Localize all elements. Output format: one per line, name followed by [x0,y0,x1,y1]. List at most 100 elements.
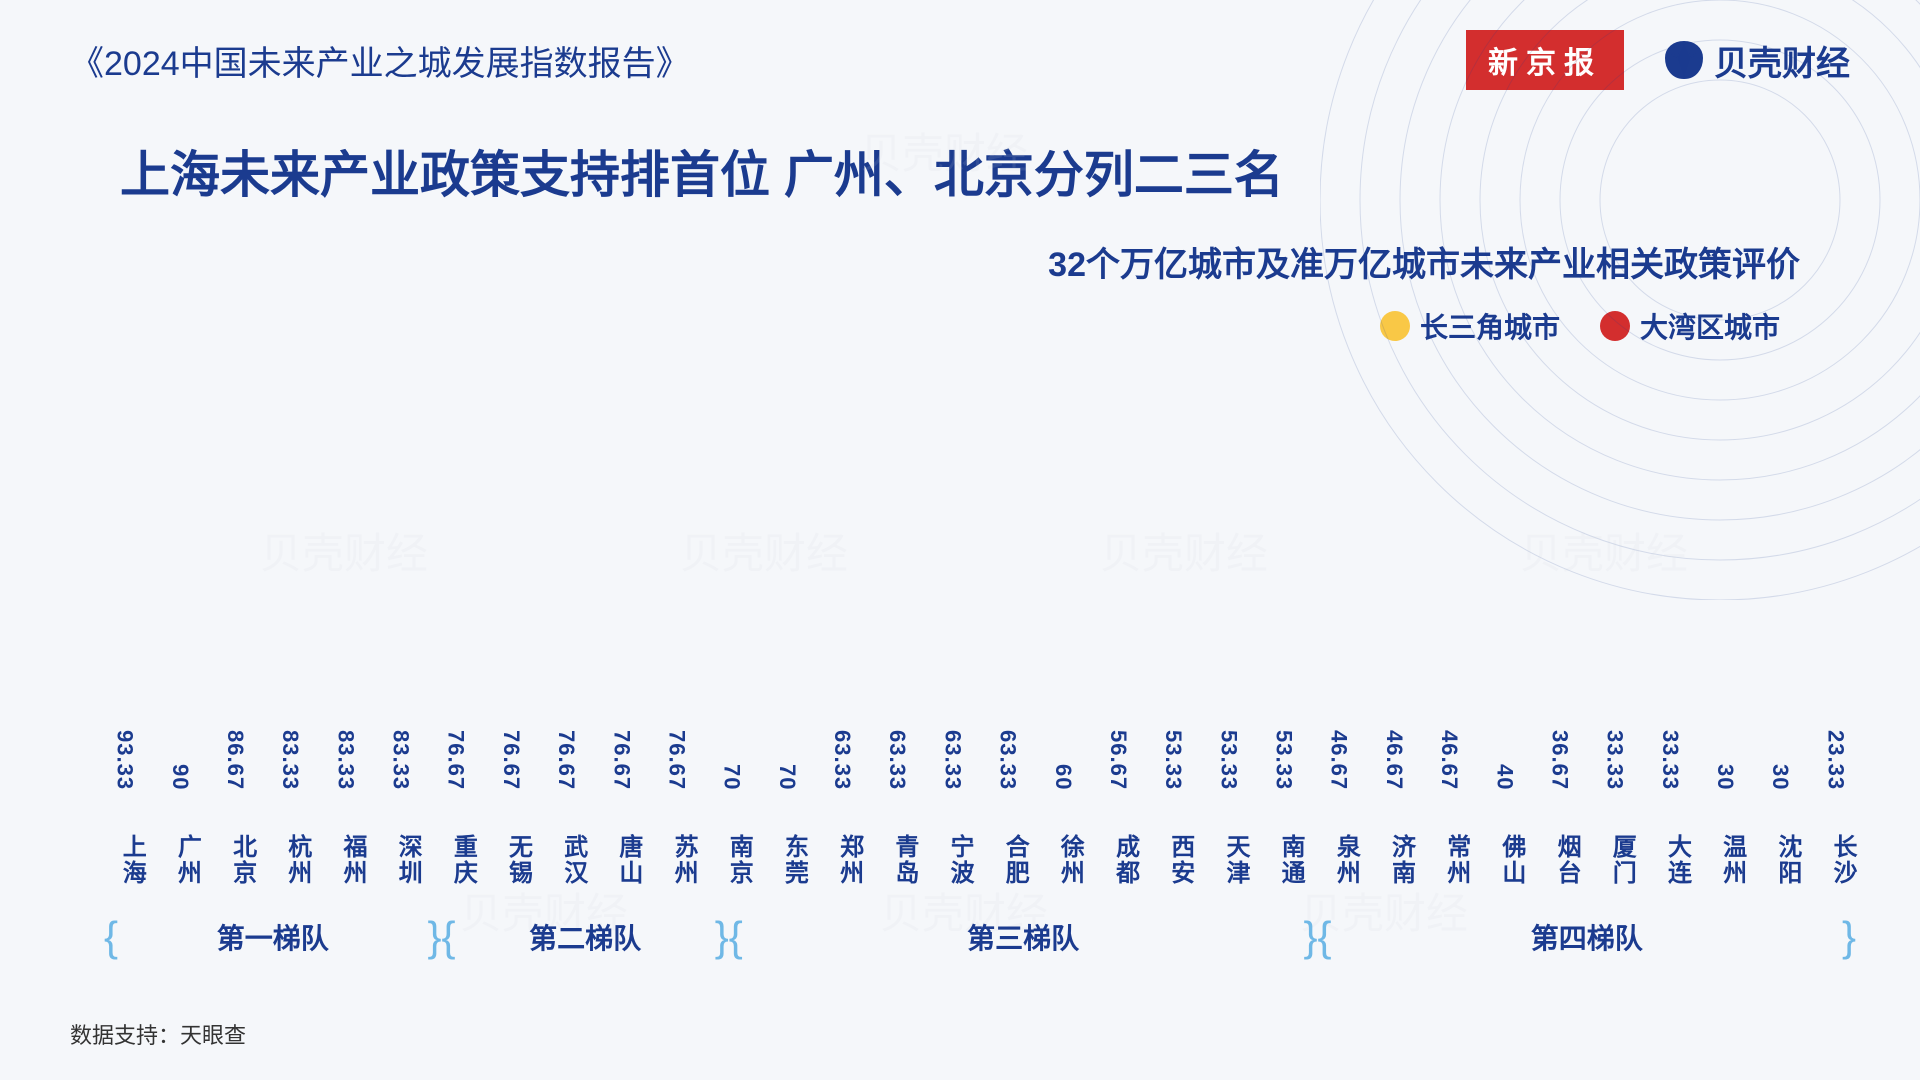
brace-open-icon: { [100,913,122,961]
tier-brackets: {第一梯队}{第二梯队}{第三梯队}{第四梯队} [100,913,1860,961]
bar-value: 76.67 [553,730,579,790]
city-label: 上海 [100,834,149,886]
city-label: 厦门 [1590,834,1639,886]
bar-column: 70 [707,764,756,796]
bar-value: 63.33 [884,730,910,790]
city-label: 重庆 [431,834,480,886]
city-label: 佛山 [1480,834,1529,886]
legend: 长三角城市大湾区城市 [0,306,1780,346]
brace-pair-icon: }{ [423,913,459,961]
bar-value: 76.67 [663,730,689,790]
city-label: 深圳 [376,834,425,886]
tier-segment: 第二梯队 [460,917,711,957]
city-label: 泉州 [1314,834,1363,886]
bar-value: 76.67 [443,730,469,790]
bar-column: 60 [1038,764,1087,796]
bar-value: 30 [1712,764,1738,790]
bar-value: 33.33 [1602,730,1628,790]
city-label: 大连 [1645,834,1694,886]
shell-icon [1664,40,1704,80]
bar-value: 93.33 [112,730,138,790]
bar-column: 76.67 [486,730,535,796]
bar-column: 46.67 [1369,730,1418,796]
bar-column: 63.33 [928,730,977,796]
city-label: 南京 [707,834,756,886]
bar-value: 46.67 [1326,730,1352,790]
city-label: 温州 [1700,834,1749,886]
bar-column: 40 [1480,764,1529,796]
city-label: 杭州 [266,834,315,886]
brace-pair-icon: }{ [711,913,747,961]
tier-label: 第四梯队 [1531,917,1643,957]
bar-value: 36.67 [1546,730,1572,790]
bar-value: 63.33 [829,730,855,790]
bar-value: 63.33 [939,730,965,790]
bar-value: 60 [1050,764,1076,790]
logo-xinjingbao: 新京报 [1466,30,1624,90]
tier-segment: 第一梯队 [122,917,423,957]
report-title: 《2024中国未来产业之城发展指数报告》 [70,36,690,85]
city-label: 广州 [155,834,204,886]
bar-value: 46.67 [1381,730,1407,790]
city-label: 无锡 [486,834,535,886]
bar-value: 76.67 [498,730,524,790]
chart-title: 上海未来产业政策支持排首位 广州、北京分列二三名 [120,135,1920,207]
bar-column: 53.33 [1149,730,1198,796]
bar-column: 33.33 [1645,730,1694,796]
brace-close-icon: } [1838,913,1860,961]
bar-column: 56.67 [1093,730,1142,796]
bar-value: 40 [1491,764,1517,790]
bar-chart: 93.339086.6783.3383.3383.3376.6776.6776.… [100,356,1860,916]
city-label: 福州 [321,834,370,886]
bar-column: 63.33 [983,730,1032,796]
bar-column: 30 [1756,764,1805,796]
bar-column: 90 [155,764,204,796]
bar-column: 33.33 [1590,730,1639,796]
city-label: 唐山 [597,834,646,886]
bar-value: 86.67 [222,730,248,790]
city-label: 烟台 [1535,834,1584,886]
bar-value: 70 [774,764,800,790]
xaxis-labels: 上海广州北京杭州福州深圳重庆无锡武汉唐山苏州南京东莞郑州青岛宁波合肥徐州成都西安… [100,834,1860,886]
bar-column: 83.33 [376,730,425,796]
bar-column: 83.33 [321,730,370,796]
bar-value: 83.33 [277,730,303,790]
bar-column: 70 [762,764,811,796]
city-label: 宁波 [928,834,977,886]
bar-value: 90 [167,764,193,790]
bar-column: 53.33 [1204,730,1253,796]
bar-value: 23.33 [1822,730,1848,790]
bar-value: 46.67 [1436,730,1462,790]
bar-column: 76.67 [652,730,701,796]
bar-value: 76.67 [608,730,634,790]
city-label: 沈阳 [1756,834,1805,886]
bar-column: 30 [1700,764,1749,796]
city-label: 徐州 [1038,834,1087,886]
city-label: 青岛 [873,834,922,886]
tier-label: 第二梯队 [529,917,641,957]
bar-column: 63.33 [817,730,866,796]
header: 《2024中国未来产业之城发展指数报告》 新京报 贝壳财经 [0,0,1920,110]
bar-column: 23.33 [1811,730,1860,796]
city-label: 成都 [1093,834,1142,886]
city-label: 天津 [1204,834,1253,886]
tier-label: 第一梯队 [217,917,329,957]
city-label: 合肥 [983,834,1032,886]
bar-column: 76.67 [431,730,480,796]
bar-column: 63.33 [873,730,922,796]
bar-value: 30 [1767,764,1793,790]
city-label: 常州 [1425,834,1474,886]
bar-column: 36.67 [1535,730,1584,796]
bar-column: 86.67 [210,730,259,796]
bar-value: 53.33 [1215,730,1241,790]
tier-label: 第三梯队 [967,917,1079,957]
legend-item: 大湾区城市 [1600,306,1780,346]
bar-value: 56.67 [1105,730,1131,790]
bar-value: 33.33 [1657,730,1683,790]
city-label: 武汉 [542,834,591,886]
bars-container: 93.339086.6783.3383.3383.3376.6776.6776.… [100,376,1860,796]
bar-column: 76.67 [597,730,646,796]
legend-dot [1380,311,1410,341]
city-label: 南通 [1259,834,1308,886]
legend-label: 长三角城市 [1420,306,1560,346]
